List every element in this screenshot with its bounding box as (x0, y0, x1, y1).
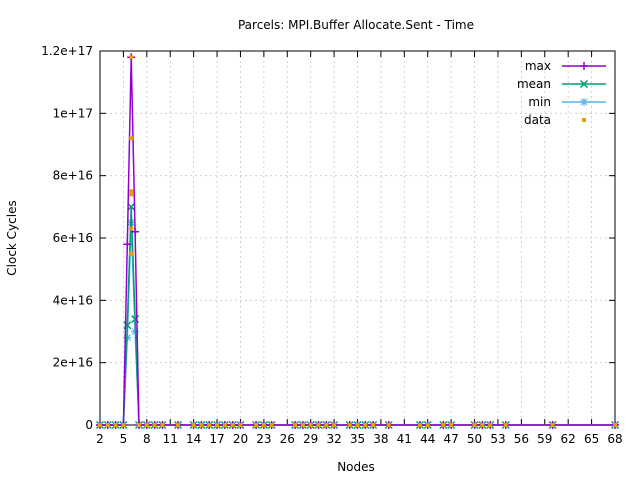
x-tick-label: 32 (326, 432, 341, 446)
point-data (261, 423, 266, 427)
x-tick-label: 44 (420, 432, 435, 446)
point-data (316, 423, 321, 427)
point-data (472, 423, 477, 427)
x-tick-label: 59 (537, 432, 552, 446)
grid (100, 51, 615, 425)
y-axis-label: Clock Cycles (5, 200, 19, 275)
x-axis: 2 5 8 11 14 17 20 23 26 29 32 35 38 41 44 47 50 53 56 59 62 6… (96, 51, 623, 446)
point-data (121, 423, 126, 427)
point-data (386, 423, 391, 427)
point-max (123, 240, 132, 249)
x-tick-label: 8 (143, 432, 151, 446)
series-layer (95, 53, 620, 430)
y-tick-label: 0 (85, 418, 93, 432)
x-tick-label: 38 (373, 432, 388, 446)
point-data (238, 423, 243, 427)
point-data (293, 423, 298, 427)
point-data (332, 423, 337, 427)
point-data (98, 423, 102, 427)
point-data (113, 423, 118, 427)
legend-label-data: data (524, 113, 551, 127)
x-tick-label: 2 (96, 432, 104, 446)
point-data (441, 423, 446, 427)
point-data (222, 423, 227, 427)
x-tick-label: 11 (163, 432, 178, 446)
x-tick-label: 47 (443, 432, 458, 446)
point-data (191, 423, 196, 427)
point-data (129, 251, 134, 256)
x-tick-label: 65 (584, 432, 599, 446)
point-data (230, 423, 235, 427)
y-axis: 0 2e+16 4e+16 6e+16 8e+16 1e+17 1.2e+17 (41, 44, 615, 432)
point-data (137, 423, 142, 427)
x-axis-label: Nodes (337, 460, 375, 474)
x-tick-label: 29 (303, 432, 318, 446)
point-data (363, 423, 368, 427)
point-data (550, 423, 555, 427)
point-data (425, 423, 430, 427)
point-data (207, 423, 212, 427)
legend-marker-min (580, 98, 588, 106)
chart-title: Parcels: MPI.Buffer Allocate.Sent - Time (238, 18, 474, 32)
legend-label-min: min (528, 95, 551, 109)
point-data (417, 423, 422, 427)
point-data (308, 423, 313, 427)
x-tick-label: 41 (397, 432, 412, 446)
y-tick-label: 1e+17 (53, 106, 93, 120)
point-data (129, 136, 134, 141)
point-data (176, 423, 181, 427)
x-tick-label: 62 (561, 432, 576, 446)
y-tick-label: 8e+16 (53, 169, 93, 183)
x-tick-label: 14 (186, 432, 201, 446)
legend-marker-mean (579, 79, 589, 89)
point-data (449, 423, 454, 427)
point-data (480, 423, 485, 427)
y-tick-label: 2e+16 (53, 356, 93, 370)
point-data (355, 423, 360, 427)
point-data (215, 423, 220, 427)
point-data (488, 423, 493, 427)
x-tick-label: 5 (120, 432, 128, 446)
x-tick-label: 53 (490, 432, 505, 446)
point-data (347, 423, 352, 427)
point-data (105, 423, 110, 427)
point-data (160, 423, 165, 427)
point-data (199, 423, 204, 427)
legend-label-max: max (525, 59, 551, 73)
series-data (98, 55, 617, 427)
legend-label-mean: mean (517, 77, 551, 91)
point-data (371, 423, 376, 427)
x-tick-label: 68 (607, 432, 622, 446)
point-data (300, 423, 305, 427)
point-data (269, 423, 274, 427)
x-tick-label: 50 (467, 432, 482, 446)
point-data (503, 423, 508, 427)
point-data (254, 423, 259, 427)
point-data (129, 189, 134, 194)
point-max (131, 227, 140, 236)
point-data (129, 192, 134, 197)
x-tick-label: 17 (209, 432, 224, 446)
legend-swatch-data (582, 118, 586, 122)
x-tick-label: 35 (350, 432, 365, 446)
y-tick-label: 6e+16 (53, 231, 93, 245)
point-data (613, 423, 617, 427)
point-mean (127, 202, 136, 211)
y-tick-label: 4e+16 (53, 293, 93, 307)
legend: max mean min data (517, 59, 606, 127)
x-tick-label: 23 (256, 432, 271, 446)
point-data (129, 226, 134, 231)
point-data (129, 55, 134, 60)
legend-marker-max (580, 62, 588, 70)
x-tick-label: 56 (514, 432, 529, 446)
point-data (324, 423, 329, 427)
x-tick-label: 20 (233, 432, 248, 446)
point-data (152, 423, 157, 427)
x-tick-label: 26 (280, 432, 295, 446)
point-data (144, 423, 149, 427)
y-tick-label: 1.2e+17 (41, 44, 93, 58)
